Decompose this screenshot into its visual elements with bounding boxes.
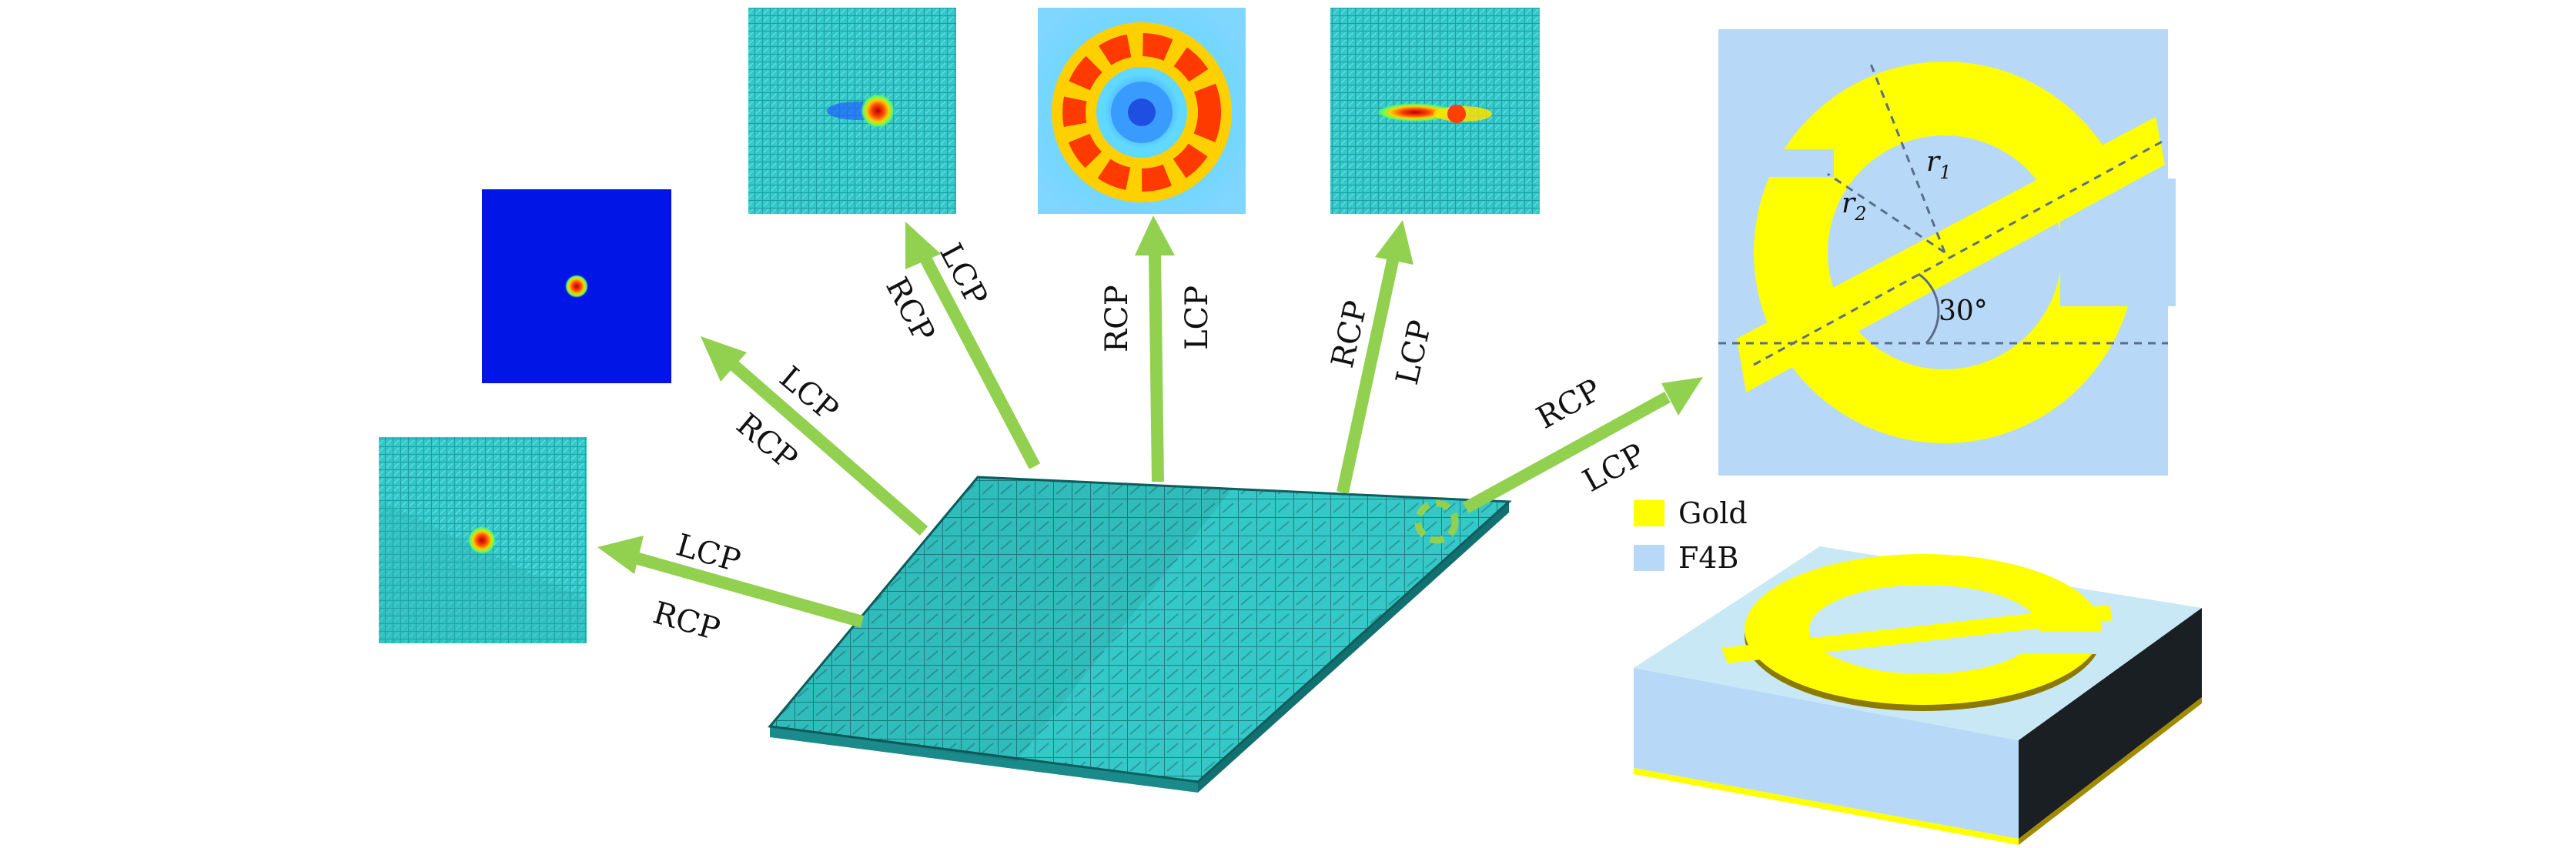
beam-5-bottom: LCP [1390,317,1439,388]
beam-4-bottom: RCP [1099,285,1135,352]
unit-cell-3d-view [1634,546,2202,845]
field-inset-3 [748,8,956,214]
r2-label: r2 [1842,188,1867,225]
beam-2-top: LCP [773,359,845,428]
unit-cell-marker [1414,499,1459,544]
arrow-4 [1135,215,1175,482]
arrow-2 [701,336,928,536]
legend-label-f4b: F4B [1678,541,1738,575]
beam-6-top: RCP [1531,372,1607,436]
field-inset-4 [1038,8,1246,214]
arrow-1 [597,536,865,628]
field-inset-5 [1330,8,1540,214]
field-inset-2 [482,189,671,383]
arrow-5 [1337,220,1413,494]
arrow-6 [1463,377,1703,514]
r1-label: r1 [1926,146,1952,183]
material-legend: Gold F4B [1634,496,1748,575]
angle-label: 30° [1939,295,1988,327]
legend-swatch-f4b [1634,545,1664,571]
unit-cell-top-view: r1 r2 30° [1718,29,2176,476]
beam-arrows [597,215,1703,628]
arrow-3 [905,222,1041,469]
beam-4-top: LCP [1179,285,1215,350]
beam-1-bottom: RCP [649,595,724,647]
metasurface-slab [768,476,1512,793]
metasurface-top [768,476,1512,783]
field-inset-1 [379,437,587,643]
legend-label-gold: Gold [1678,496,1748,530]
legend-swatch-gold [1634,500,1664,526]
